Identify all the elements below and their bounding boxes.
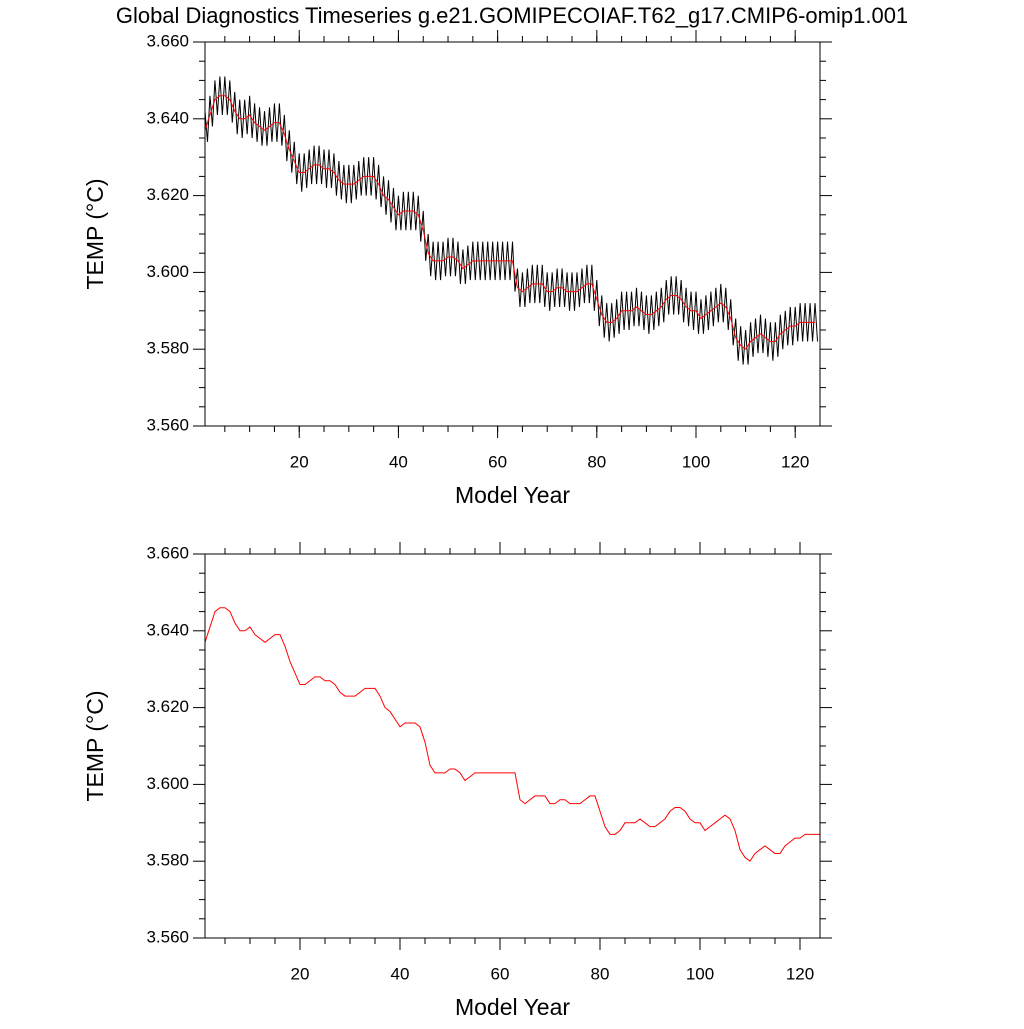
y-axis-label: TEMP (°C) [82, 691, 108, 802]
y-tick-label: 3.580 [146, 851, 189, 870]
y-axis-label: TEMP (°C) [82, 179, 108, 290]
x-tick-label: 120 [786, 964, 814, 983]
x-axis-label: Model Year [455, 482, 570, 508]
x-tick-label: 60 [491, 964, 510, 983]
x-tick-label: 40 [391, 964, 410, 983]
x-tick-label: 120 [781, 452, 809, 471]
y-tick-label: 3.660 [146, 31, 189, 50]
y-tick-label: 3.560 [146, 927, 189, 946]
x-tick-label: 20 [290, 452, 309, 471]
x-tick-label: 60 [488, 452, 507, 471]
x-tick-label: 100 [682, 452, 710, 471]
x-axis-label: Model Year [455, 994, 570, 1020]
x-tick-label: 20 [291, 964, 310, 983]
y-tick-label: 3.600 [146, 774, 189, 793]
y-tick-label: 3.580 [146, 339, 189, 358]
plot-frame [204, 41, 821, 427]
y-tick-label: 3.640 [146, 620, 189, 639]
y-tick-label: 3.660 [146, 543, 189, 562]
series-line [205, 607, 820, 862]
y-tick-label: 3.600 [146, 262, 189, 281]
plot-frame [204, 553, 821, 939]
x-tick-label: 100 [686, 964, 714, 983]
y-tick-label: 3.560 [146, 415, 189, 434]
y-tick-label: 3.620 [146, 185, 189, 204]
chart-title: Global Diagnostics Timeseries g.e21.GOMI… [116, 3, 908, 28]
x-tick-label: 80 [587, 452, 606, 471]
y-tick-label: 3.620 [146, 697, 189, 716]
x-tick-label: 80 [591, 964, 610, 983]
x-tick-label: 40 [389, 452, 408, 471]
series-line [205, 95, 816, 350]
series-line [205, 76, 819, 365]
y-tick-label: 3.640 [146, 108, 189, 127]
